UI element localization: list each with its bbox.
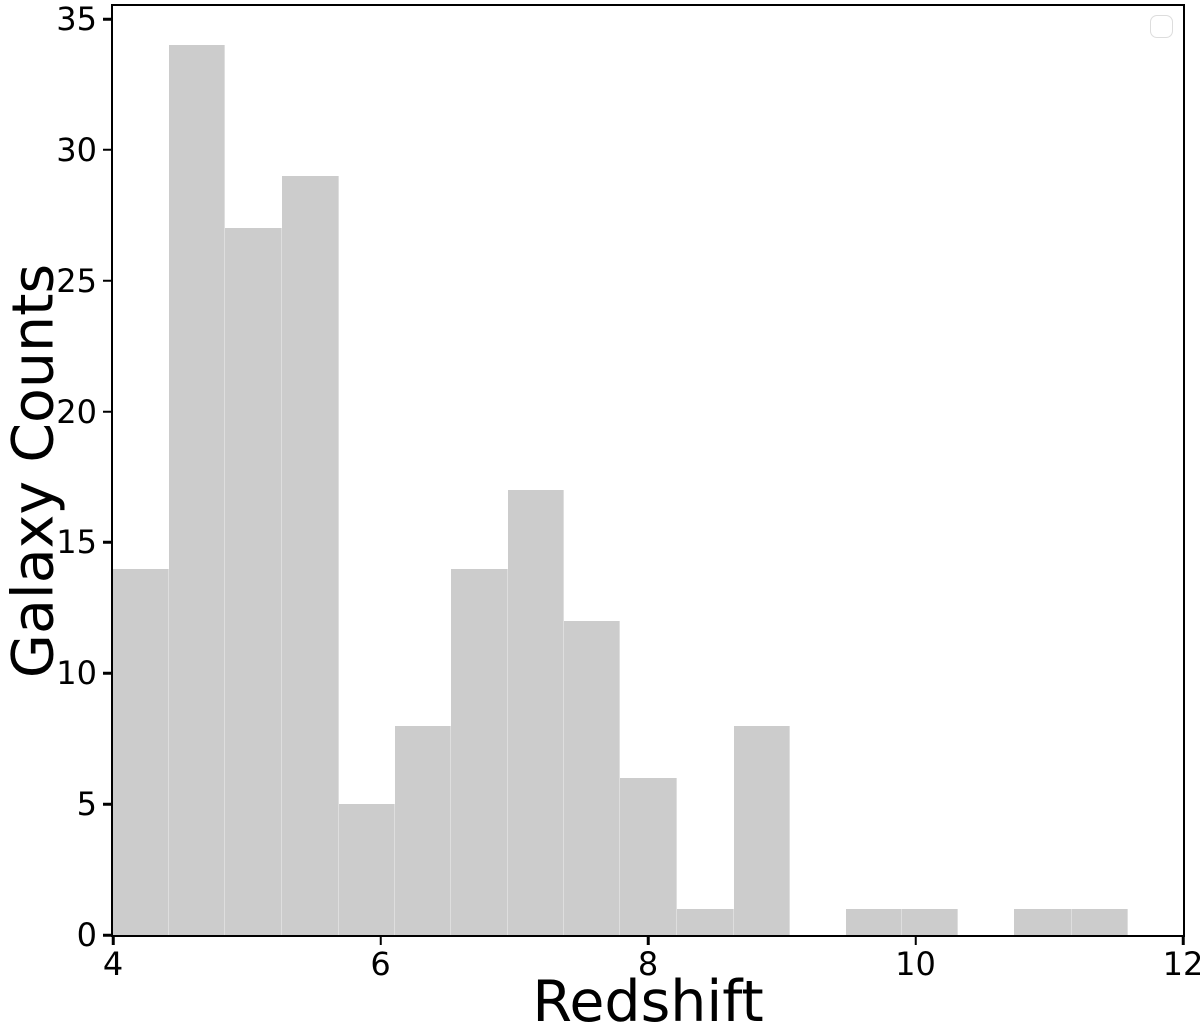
y-tick-label: 10 [56, 654, 97, 693]
legend-box [1150, 15, 1173, 38]
x-tick-label: 8 [637, 945, 659, 983]
y-tick-label: 20 [56, 392, 97, 431]
x-tick-label: 4 [102, 945, 124, 983]
x-axis-label: Redshift [532, 969, 764, 1031]
x-tick-label: 10 [895, 945, 936, 983]
histogram-bar [845, 908, 903, 935]
y-tick-mark [103, 410, 113, 413]
y-tick-label: 35 [56, 0, 97, 39]
histogram-bar [395, 725, 452, 935]
y-tick-mark [103, 672, 113, 675]
histogram-bar [169, 45, 226, 935]
y-tick-label: 0 [76, 916, 97, 954]
y-tick-mark [103, 279, 113, 283]
x-tick-mark [379, 935, 382, 945]
y-tick-label: 15 [56, 523, 97, 562]
histogram-bar [733, 725, 790, 935]
y-tick-mark [103, 148, 113, 152]
y-tick-label: 30 [56, 130, 97, 169]
histogram-bar [1014, 908, 1072, 935]
histogram-bar [339, 804, 396, 935]
y-tick-mark [103, 802, 113, 806]
histogram-bar [507, 490, 564, 935]
histogram-bar [619, 778, 678, 935]
histogram-bar [451, 568, 508, 935]
histogram-bar [281, 176, 340, 935]
y-tick-mark [103, 933, 113, 937]
histogram-bar [902, 908, 959, 935]
bars-layer [113, 6, 1183, 935]
histogram-bar [563, 620, 620, 935]
y-axis-label: Galaxy Counts [0, 263, 67, 679]
histogram-bar [677, 908, 734, 935]
x-tick-label: 6 [370, 945, 391, 983]
y-tick-label: 25 [56, 261, 97, 300]
y-tick-label: 5 [76, 785, 97, 824]
histogram-bar [225, 228, 282, 935]
x-tick-mark [111, 935, 115, 945]
x-tick-mark [646, 935, 650, 945]
histogram-bar [1071, 908, 1129, 935]
y-tick-mark [103, 17, 113, 21]
y-tick-mark [103, 541, 113, 544]
histogram-bar [113, 568, 170, 935]
x-tick-label: 12 [1162, 945, 1200, 983]
x-tick-mark [1181, 935, 1185, 945]
plot-area: 4 6 8 10 12 0 5 10 15 20 25 30 35 [56, 3, 1200, 980]
x-tick-mark [914, 935, 917, 945]
